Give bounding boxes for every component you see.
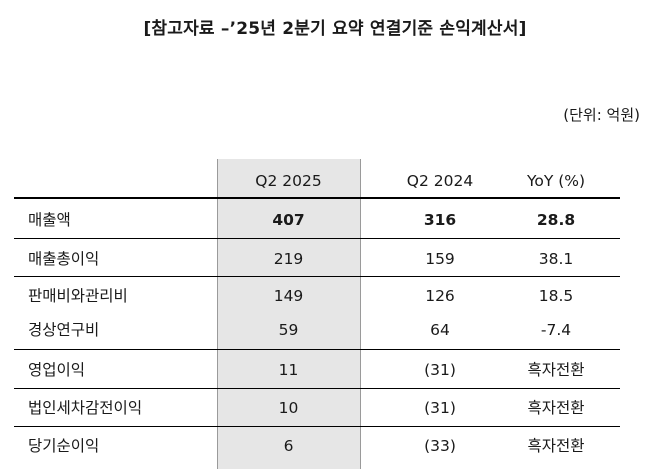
cell-yoy: 28.8 xyxy=(536,211,576,229)
highlight-column-q2-2025 xyxy=(217,159,360,469)
header-yoy: YoY (%) xyxy=(526,172,586,190)
row-border xyxy=(14,426,620,427)
cell-yoy: -7.4 xyxy=(540,321,572,339)
header-q2-2025: Q2 2025 xyxy=(255,172,322,190)
cell-q2-2025: 407 xyxy=(272,211,305,229)
cell-q2-2025: 6 xyxy=(283,437,294,455)
row-label: 당기순이익 xyxy=(28,437,100,455)
cell-yoy: 38.1 xyxy=(538,250,574,268)
unit-label: (단위: 억원) xyxy=(563,106,640,124)
cell-q2-2024: 316 xyxy=(423,211,457,229)
cell-q2-2025: 11 xyxy=(278,361,299,379)
column-separator xyxy=(360,159,361,469)
row-label: 매출총이익 xyxy=(28,250,100,268)
cell-yoy: 흑자전환 xyxy=(527,437,585,455)
cell-q2-2025: 59 xyxy=(278,321,299,339)
column-separator xyxy=(217,159,218,469)
row-label: 경상연구비 xyxy=(28,321,100,339)
cell-yoy: 18.5 xyxy=(538,287,574,305)
cell-q2-2025: 219 xyxy=(273,250,304,268)
row-label: 판매비와관리비 xyxy=(28,287,128,305)
cell-q2-2024: 64 xyxy=(430,321,450,339)
row-border xyxy=(14,276,620,277)
row-border xyxy=(14,238,620,239)
cell-q2-2024: (33) xyxy=(424,437,456,455)
cell-yoy: 흑자전환 xyxy=(527,361,585,379)
cell-yoy: 흑자전환 xyxy=(527,399,585,417)
row-label: 영업이익 xyxy=(28,361,86,379)
header-q2-2024: Q2 2024 xyxy=(406,172,474,190)
cell-q2-2024: 159 xyxy=(425,250,455,268)
cell-q2-2024: 126 xyxy=(425,287,455,305)
cell-q2-2025: 10 xyxy=(278,399,299,417)
cell-q2-2024: (31) xyxy=(424,399,456,417)
cell-q2-2024: (31) xyxy=(424,361,456,379)
row-label: 매출액 xyxy=(28,211,71,229)
header-border xyxy=(14,197,620,199)
row-border xyxy=(14,349,620,350)
row-border xyxy=(14,388,620,389)
document-title: [참고자료 –’25년 2분기 요약 연결기준 손익계산서] xyxy=(143,19,527,39)
cell-q2-2025: 149 xyxy=(273,287,304,305)
row-label: 법인세차감전이익 xyxy=(28,399,143,417)
